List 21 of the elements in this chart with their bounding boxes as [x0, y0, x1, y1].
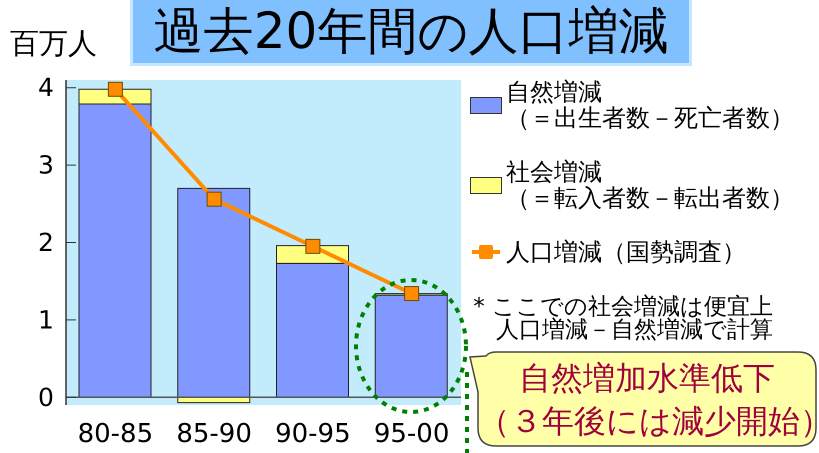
y-tick-label: 0 — [38, 382, 54, 412]
legend-label: 社会増減（＝転入者数－転出者数） — [506, 158, 794, 212]
y-tick-label: 3 — [38, 150, 54, 180]
x-tick-label: 80-85 — [78, 419, 154, 449]
point — [305, 238, 320, 254]
x-tick-label: 85-90 — [176, 419, 252, 449]
text: 自然増加水準低下（３年後には減少開始） — [478, 358, 819, 442]
x-tick-label: 95-00 — [374, 419, 450, 449]
y-tick-label: 1 — [38, 305, 54, 334]
bar — [374, 294, 448, 398]
y-tick-label: 2 — [38, 228, 54, 257]
chart-title: 過去20年間の人口増減 — [154, 1, 668, 62]
point — [404, 286, 420, 302]
point — [108, 82, 123, 97]
y-axis-title: 百万人 — [10, 26, 97, 60]
y-tick-label: 4 — [38, 73, 54, 102]
legend-label: 人口増減（国勢調査） — [506, 238, 746, 266]
point — [206, 192, 222, 207]
x-tick-label: 90-95 — [275, 419, 351, 449]
legend-label: 自然増減（＝出生者数－死亡者数） — [506, 78, 794, 132]
text: * ここでの社会増減は便宜上人口増減－自然増減で計算 — [472, 294, 773, 343]
